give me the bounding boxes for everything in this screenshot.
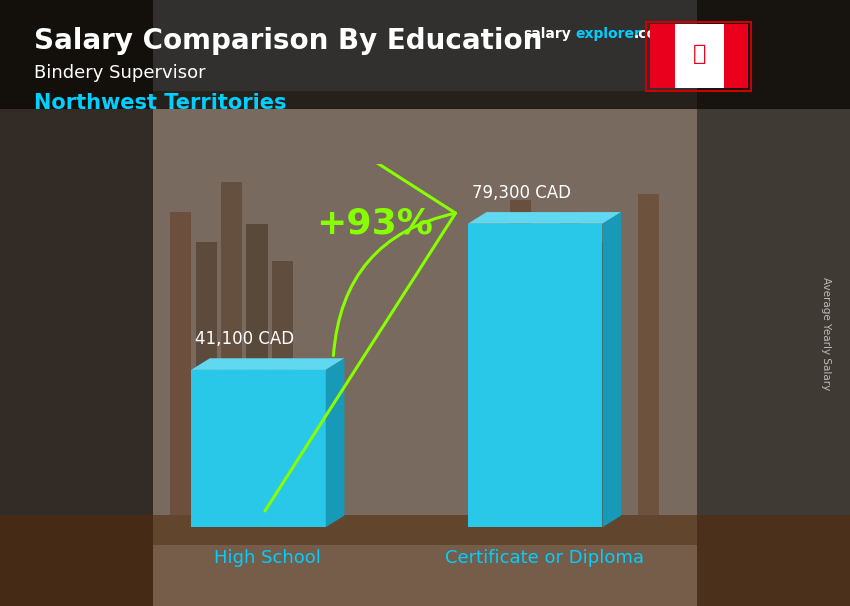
FancyBboxPatch shape [561, 212, 582, 515]
Text: Northwest Territories: Northwest Territories [34, 93, 286, 113]
Polygon shape [191, 370, 326, 527]
Text: Bindery Supervisor: Bindery Supervisor [34, 64, 206, 82]
FancyBboxPatch shape [595, 242, 616, 515]
FancyBboxPatch shape [0, 0, 850, 109]
Text: explorer: explorer [575, 27, 641, 41]
Text: Average Yearly Salary: Average Yearly Salary [821, 277, 831, 390]
Text: 79,300 CAD: 79,300 CAD [473, 184, 571, 202]
Polygon shape [675, 24, 723, 88]
FancyBboxPatch shape [697, 0, 850, 606]
Text: 🍁: 🍁 [693, 44, 706, 64]
Text: Certificate or Diploma: Certificate or Diploma [445, 549, 644, 567]
Text: .com: .com [633, 27, 671, 41]
FancyBboxPatch shape [510, 200, 531, 515]
FancyBboxPatch shape [536, 230, 557, 515]
FancyBboxPatch shape [153, 91, 697, 545]
Polygon shape [468, 224, 603, 527]
FancyBboxPatch shape [196, 242, 217, 515]
Text: Salary Comparison By Education: Salary Comparison By Education [34, 27, 542, 55]
Text: salary: salary [523, 27, 570, 41]
Polygon shape [326, 358, 344, 527]
FancyArrowPatch shape [158, 22, 456, 511]
FancyBboxPatch shape [0, 515, 850, 606]
Polygon shape [723, 24, 748, 88]
Polygon shape [650, 24, 675, 88]
FancyBboxPatch shape [221, 182, 242, 515]
FancyBboxPatch shape [170, 212, 191, 515]
Text: 41,100 CAD: 41,100 CAD [196, 330, 294, 348]
FancyBboxPatch shape [246, 224, 268, 515]
Text: +93%: +93% [316, 207, 433, 241]
FancyBboxPatch shape [0, 0, 153, 606]
Polygon shape [603, 212, 621, 527]
FancyBboxPatch shape [638, 194, 659, 515]
Polygon shape [191, 358, 344, 370]
Polygon shape [468, 212, 621, 224]
Text: High School: High School [214, 549, 321, 567]
FancyBboxPatch shape [272, 261, 293, 515]
